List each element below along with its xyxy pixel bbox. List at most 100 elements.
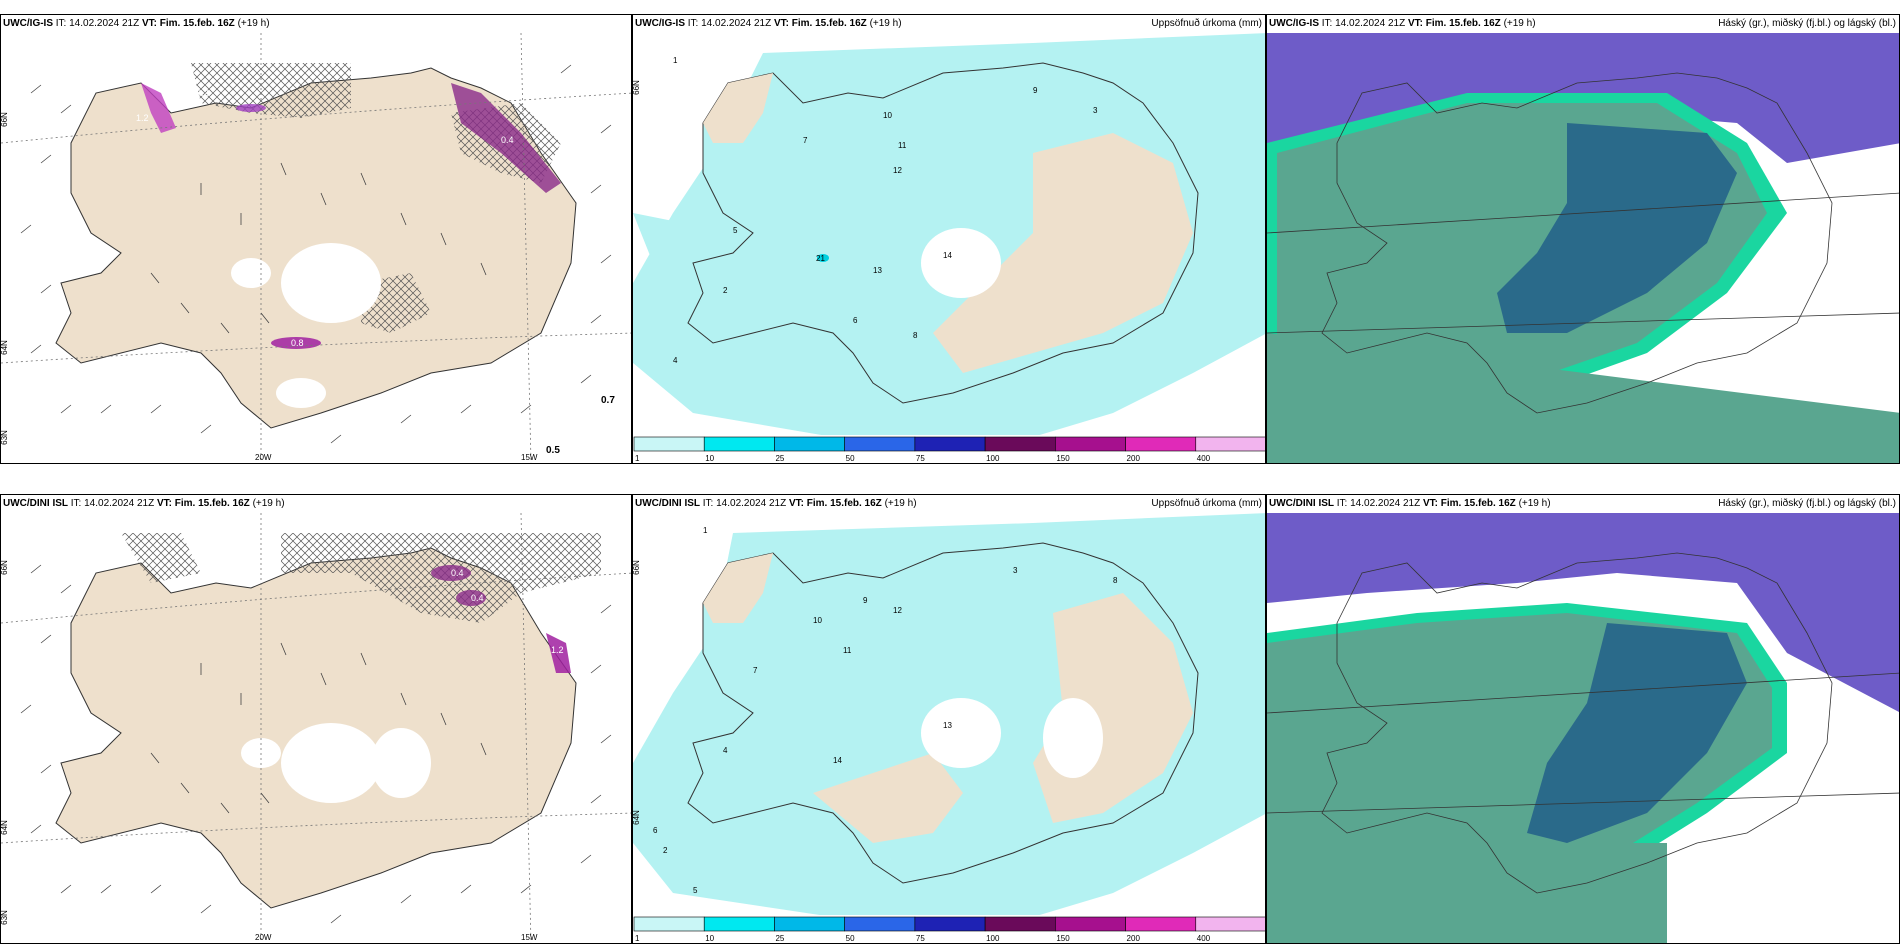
colorbar-swatch <box>914 436 986 452</box>
value-label: 13 <box>943 721 952 730</box>
coastline <box>1267 72 1899 414</box>
cloud-map <box>1267 33 1899 463</box>
colorbar-label: 50 <box>846 454 855 463</box>
panel-wind-bottom: UWC/DINI ISL IT: 14.02.2024 21Z VT: Fim.… <box>0 494 632 944</box>
panel-precip-bottom: UWC/DINI ISL IT: 14.02.2024 21Z VT: Fim.… <box>632 494 1266 944</box>
value-label: 13 <box>873 266 882 275</box>
value-label: 11 <box>898 141 907 150</box>
map-area[interactable]: 1 10 9 12 11 13 14 7 4 2 5 6 3 8 66N 64N <box>632 513 1265 917</box>
colorbar-label: 100 <box>986 934 1000 943</box>
colorbar-swatch <box>774 916 845 932</box>
value-label: 1.2 <box>136 113 149 123</box>
colorbar-label: 1 <box>635 454 640 463</box>
map-area[interactable] <box>1267 513 1899 943</box>
colorbar-swatch <box>774 436 845 452</box>
value-label: 3 <box>1013 566 1018 575</box>
value-label: 5 <box>693 886 698 895</box>
value-label: 7 <box>753 666 758 675</box>
colorbar-swatch <box>1055 436 1126 452</box>
lat-label: 66N <box>0 112 9 127</box>
lon-label: 20W <box>255 453 272 462</box>
map-area[interactable]: 0.4 0.4 1.2 66N 64N 63N 20W 15W <box>0 512 631 943</box>
panel-header: UWC/IG-IS IT: 14.02.2024 21Z VT: Fim. 15… <box>633 15 1265 33</box>
value-label: 8 <box>913 331 918 340</box>
value-label: 7 <box>803 136 808 145</box>
lat-label: 64N <box>632 810 641 825</box>
colorbar-label: 10 <box>705 934 714 943</box>
map-area[interactable]: 1 7 10 11 12 14 21 13 5 2 4 9 3 6 8 66N <box>632 33 1265 437</box>
panel-header: UWC/DINI ISL IT: 14.02.2024 21Z VT: Fim.… <box>1 495 631 513</box>
panel-header: UWC/IG-IS IT: 14.02.2024 21Z VT: Fim. 15… <box>1267 15 1899 33</box>
value-label: 6 <box>853 316 858 325</box>
value-label: 6 <box>653 826 658 835</box>
colorbar-label: 100 <box>986 454 1000 463</box>
value-label: 2 <box>723 286 728 295</box>
value-label: 14 <box>833 756 842 765</box>
panel-header: UWC/IG-IS IT: 14.02.2024 21Z VT: Fim. 15… <box>1 15 631 33</box>
colorbar-label: 150 <box>1056 454 1070 463</box>
colorbar-label: 400 <box>1197 454 1211 463</box>
value-label: 12 <box>893 166 902 175</box>
glaciers <box>231 243 381 408</box>
colorbar-label: 200 <box>1127 454 1141 463</box>
precip-map: 1 10 9 12 11 13 14 7 4 2 5 6 3 8 <box>633 513 1265 917</box>
colorbar-label: 25 <box>775 934 784 943</box>
colorbar-swatch <box>844 916 916 932</box>
lat-label: 66N <box>632 80 641 95</box>
colorbar-label: 25 <box>775 454 784 463</box>
panel-header: UWC/DINI ISL IT: 14.02.2024 21Z VT: Fim.… <box>633 495 1265 513</box>
colorbar-label: 400 <box>1197 934 1211 943</box>
panel-cloud-bottom: UWC/DINI ISL IT: 14.02.2024 21Z VT: Fim.… <box>1266 494 1900 944</box>
panel-cloud-top: UWC/IG-IS IT: 14.02.2024 21Z VT: Fim. 15… <box>1266 14 1900 464</box>
value-label: 1 <box>673 56 678 65</box>
value-label: 0.4 <box>451 568 464 578</box>
value-label: 1 <box>703 526 708 535</box>
wind-barbs <box>20 64 612 444</box>
value-label: 14 <box>943 251 952 260</box>
colorbar-swatch <box>984 436 1056 452</box>
colorbar-svg: 1 10 25 50 75 100 150 200 400 <box>633 916 1265 943</box>
value-label: 3 <box>1093 106 1098 115</box>
lat-label: 63N <box>0 430 9 445</box>
colorbar-label: 1 <box>635 934 640 943</box>
cloud-map <box>1267 513 1899 943</box>
panel-header: UWC/DINI ISL IT: 14.02.2024 21Z VT: Fim.… <box>1267 495 1899 513</box>
lat-label: 66N <box>632 560 641 575</box>
value-label: 21 <box>816 254 825 263</box>
map-area[interactable]: 0.2 0.8 0.7 0.5 0.4 1.2 66N 64N 63N 20W … <box>0 32 631 463</box>
lat-label: 64N <box>0 340 9 355</box>
colorbar-label: 50 <box>846 934 855 943</box>
value-label: 0.4 <box>501 135 514 145</box>
value-label: 4 <box>723 746 728 755</box>
value-label: 0.2 <box>196 88 209 98</box>
value-label: 10 <box>813 616 822 625</box>
value-label: 9 <box>1033 86 1038 95</box>
colorbar-swatch <box>1125 916 1197 932</box>
wind-map: 0.2 0.8 0.7 0.5 0.4 1.2 <box>1 32 631 463</box>
colorbar-label: 150 <box>1056 934 1070 943</box>
value-label: 9 <box>863 596 868 605</box>
precip-map: 1 7 10 11 12 14 21 13 5 2 4 9 3 6 8 <box>633 33 1265 437</box>
colorbar-swatch <box>1055 916 1126 932</box>
colorbar-swatch <box>633 436 705 452</box>
colorbar-swatch <box>1195 436 1265 452</box>
lon-label: 15W <box>521 453 538 462</box>
panel-wind-top: UWC/IG-IS IT: 14.02.2024 21Z VT: Fim. 15… <box>0 14 632 464</box>
colorbar: 1 10 25 50 75 100 150 200 400 <box>633 435 1265 463</box>
colorbar-swatch <box>703 916 775 932</box>
lon-label: 15W <box>521 933 538 942</box>
colorbar-label: 75 <box>916 934 925 943</box>
map-area[interactable] <box>1267 33 1899 463</box>
value-label: 4 <box>673 356 678 365</box>
colorbar-swatch <box>703 436 775 452</box>
colorbar-swatch <box>1125 436 1197 452</box>
colorbar-swatch <box>914 916 986 932</box>
colorbar-swatch <box>1195 916 1265 932</box>
value-label: 12 <box>893 606 902 615</box>
colorbar-label: 200 <box>1127 934 1141 943</box>
wind-map: 0.4 0.4 1.2 <box>1 512 631 943</box>
lat-label: 66N <box>0 560 9 575</box>
value-label: 2 <box>663 846 668 855</box>
colorbar-swatch <box>844 436 916 452</box>
colorbar-svg: 1 10 25 50 75 100 150 200 400 <box>633 436 1265 463</box>
